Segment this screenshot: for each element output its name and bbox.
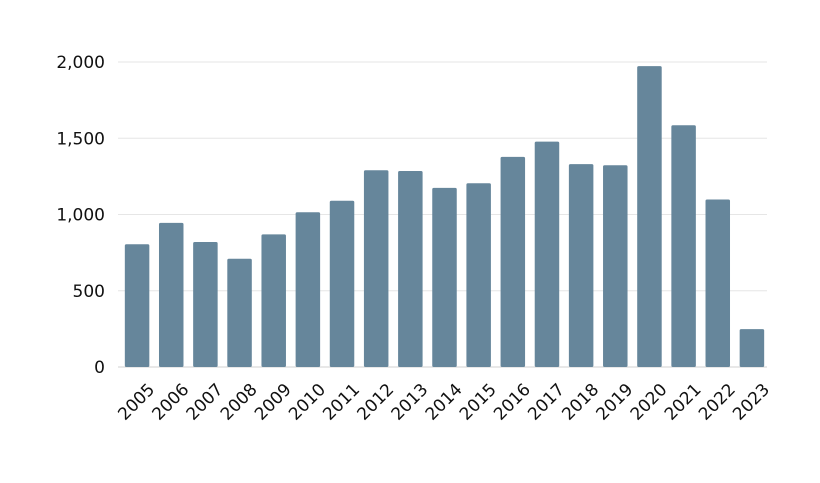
x-tick-label: 2014 [422,380,467,425]
x-tick-label: 2023 [729,380,774,425]
x-tick-label: 2015 [456,380,501,425]
x-tick-label: 2008 [217,380,262,425]
x-tick-label: 2016 [490,380,535,425]
x-tick-label: 2020 [627,380,672,425]
y-tick-label: 2,000 [56,53,105,73]
bar-2016 [500,156,526,367]
bar-2022 [705,199,731,367]
x-tick-label: 2012 [353,380,398,425]
x-tick-label: 2007 [183,380,228,425]
y-axis-tick-labels: 0 500 1,000 1,500 2,000 [56,53,105,378]
bar-2014 [432,187,457,367]
x-tick-label: 2017 [524,380,569,425]
bar-2006 [158,222,184,367]
bar-2021 [671,125,696,367]
bar-2018 [568,164,594,367]
bar-2013 [398,171,423,367]
x-tick-label: 2010 [285,380,330,425]
bars [124,66,765,368]
bar-2005 [124,244,150,367]
y-tick-label: 0 [94,358,105,378]
bar-2010 [295,212,321,367]
x-tick-label: 2009 [251,380,296,425]
y-tick-label: 1,500 [56,129,105,149]
x-tick-label: 2019 [593,380,638,425]
y-tick-label: 1,000 [56,206,105,226]
x-tick-label: 2013 [388,380,433,425]
x-tick-label: 2011 [319,380,364,425]
bar-2019 [603,165,628,367]
bar-2011 [329,200,355,367]
bar-2008 [227,258,252,367]
x-axis-tick-labels: 2005200620072008200920102011201220132014… [114,380,774,425]
bar-2012 [363,170,389,367]
bar-2015 [466,183,491,367]
x-tick-label: 2021 [661,380,706,425]
bar-2009 [261,234,286,367]
bar-2020 [637,66,662,368]
x-tick-label: 2018 [558,380,603,425]
bar-2023 [739,329,765,367]
x-tick-label: 2006 [149,380,194,425]
x-tick-label: 2005 [114,380,159,425]
bar-2007 [193,241,218,367]
y-tick-label: 500 [73,282,105,302]
bar-2017 [534,141,560,367]
x-tick-label: 2022 [695,380,740,425]
